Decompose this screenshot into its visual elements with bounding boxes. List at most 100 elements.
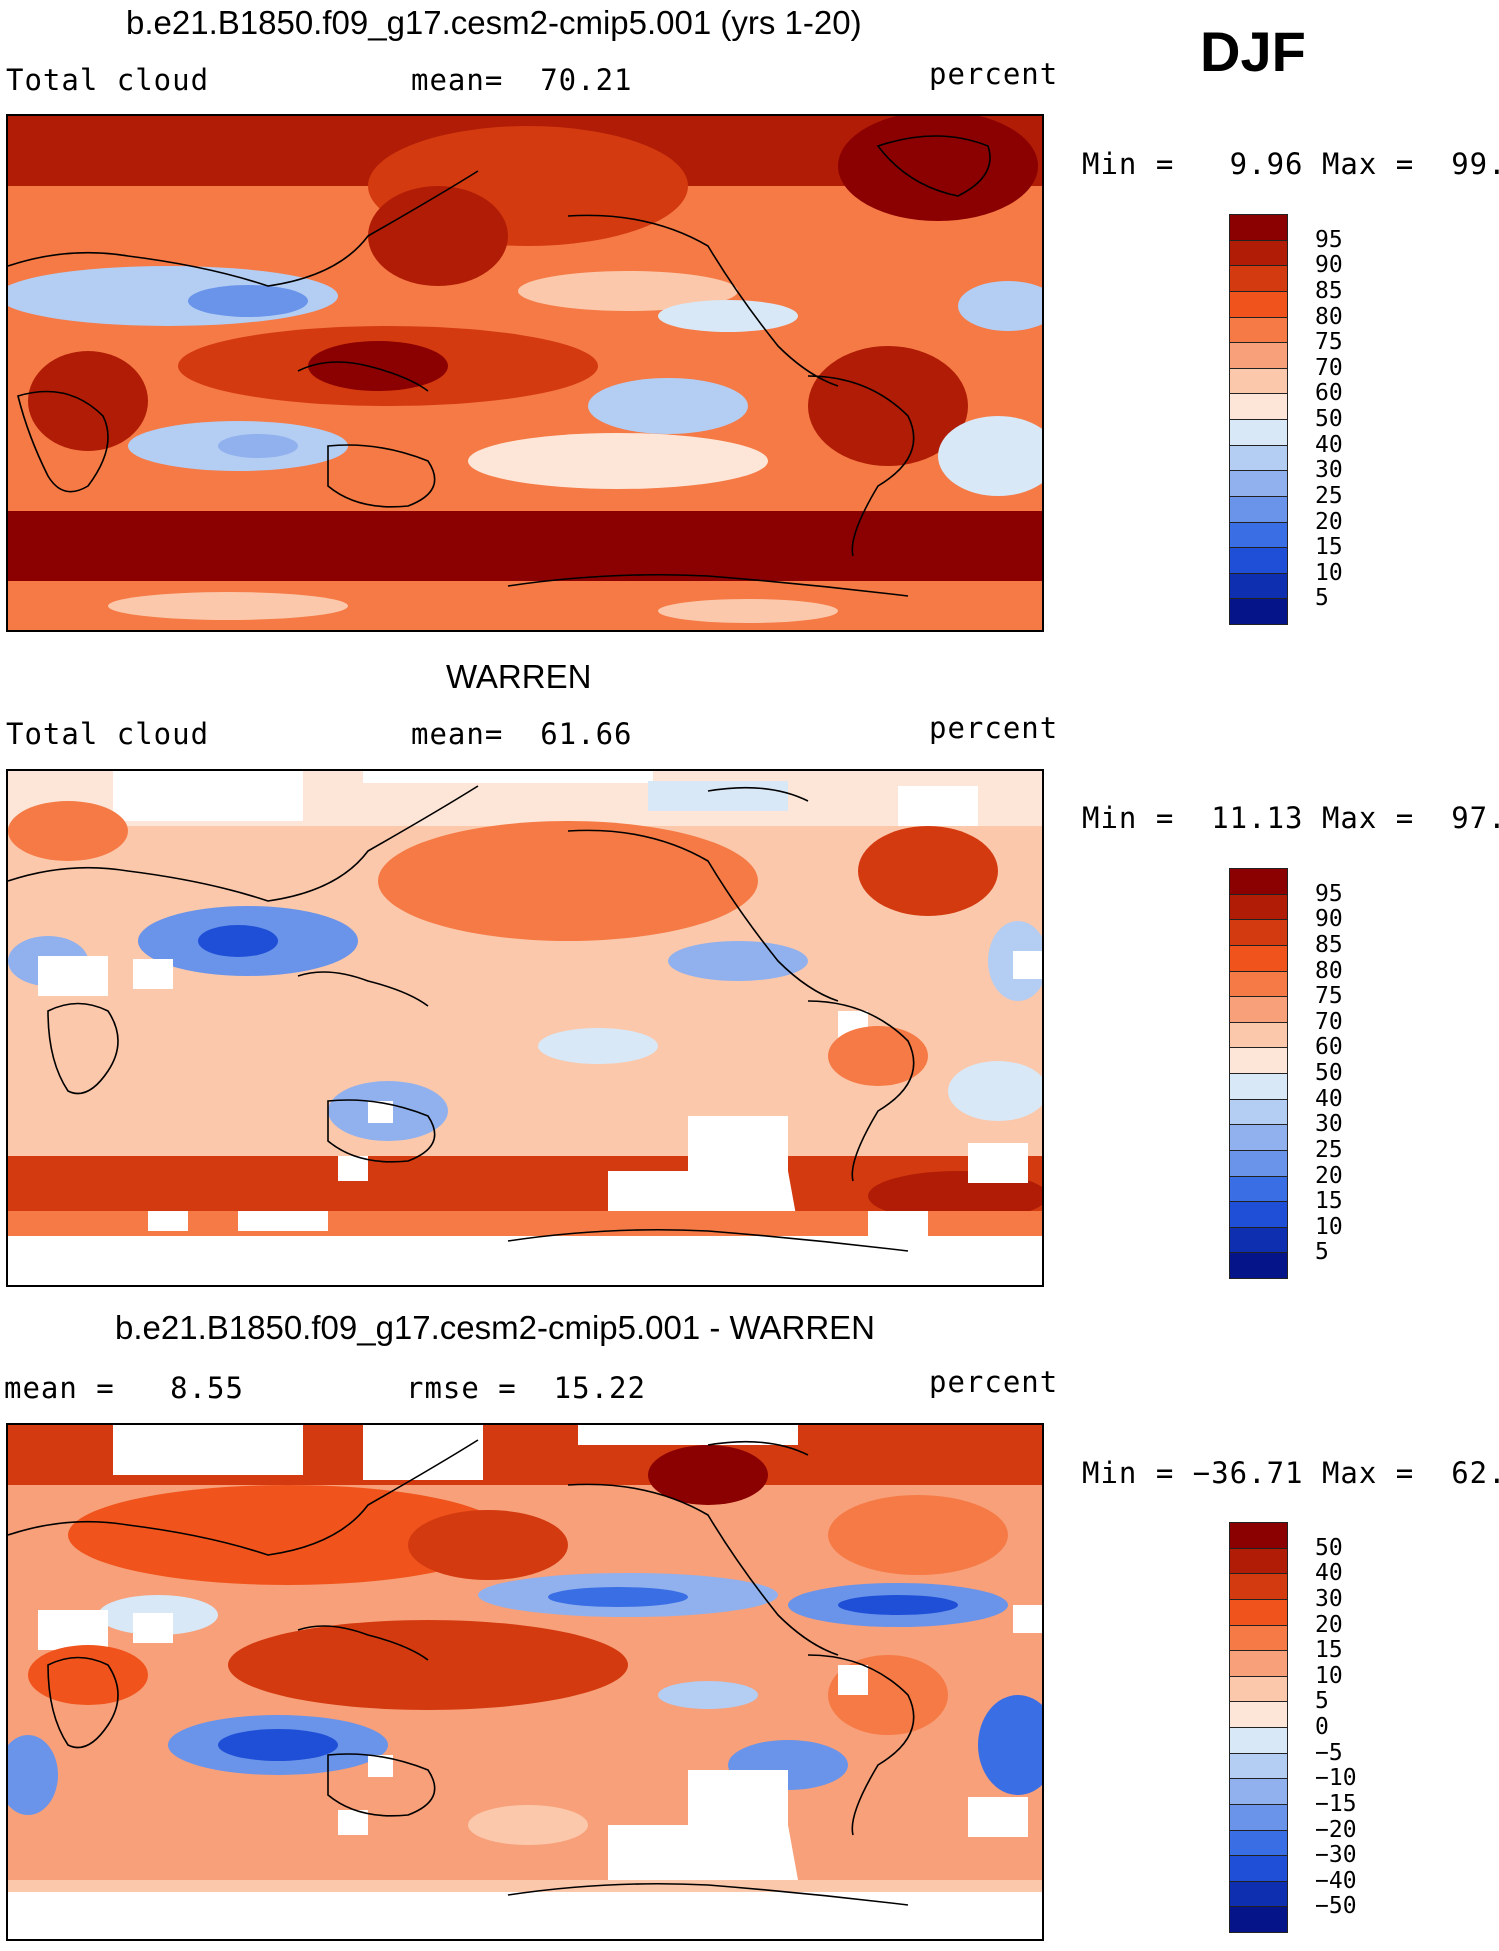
colorbar-tick-label: 15 xyxy=(1315,1188,1343,1215)
colorbar-tick-label: 20 xyxy=(1315,1162,1343,1189)
colorbar-swatch xyxy=(1229,996,1288,1023)
panel-3-colorbar: 50 40 30 20 15 10 5 0 −5 −10 −15 −20 −30 −40 −50 xyxy=(1229,1522,1357,1933)
colorbar-swatch xyxy=(1229,1175,1288,1203)
colorbar-swatch xyxy=(1229,1047,1288,1074)
colorbar-tick-label: 30 xyxy=(1315,457,1343,484)
colorbar-swatch xyxy=(1229,239,1288,267)
colorbar-tick-label: 15 xyxy=(1315,1637,1343,1664)
panel-2-mean-label: mean= 61.66 xyxy=(411,717,633,751)
colorbar-swatch xyxy=(1229,342,1288,369)
panel-1-title: b.e21.B1850.f09_g17.cesm2-cmip5.001 (yrs… xyxy=(126,4,862,41)
colorbar-swatch xyxy=(1229,1547,1288,1575)
colorbar-swatch xyxy=(1229,1855,1288,1882)
colorbar-tick-label: 80 xyxy=(1315,957,1343,984)
panel-2-map-field xyxy=(8,771,1042,1285)
panel-1-map xyxy=(6,114,1044,632)
colorbar-swatch xyxy=(1229,495,1288,523)
panel-1-colorbar: 95 90 85 80 75 70 60 50 40 30 25 20 15 10 5 xyxy=(1229,214,1343,625)
colorbar-tick-label: 25 xyxy=(1315,1136,1343,1163)
colorbar-tick-label: 80 xyxy=(1315,303,1343,330)
panel-2-title: WARREN xyxy=(446,658,592,695)
panel-3-map xyxy=(6,1423,1044,1941)
colorbar-swatch xyxy=(1229,316,1288,344)
colorbar-tick-label: 40 xyxy=(1315,431,1343,458)
colorbar-tick-label: −5 xyxy=(1315,1739,1343,1766)
colorbar-tick-label: 15 xyxy=(1315,534,1343,561)
panel-1-variable-label: Total cloud xyxy=(6,63,210,97)
colorbar-tick-label: 10 xyxy=(1315,559,1343,586)
colorbar-tick-label: 70 xyxy=(1315,354,1343,381)
colorbar-tick-label: 85 xyxy=(1315,931,1343,958)
panel-2-variable-label: Total cloud xyxy=(6,717,210,751)
colorbar-tick-label: 40 xyxy=(1315,1560,1343,1587)
colorbar-swatch xyxy=(1229,1149,1288,1177)
colorbar-swatch xyxy=(1229,521,1288,549)
panel-3-map-field xyxy=(8,1425,1042,1939)
colorbar-tick-label: 50 xyxy=(1315,1060,1343,1086)
colorbar-swatch xyxy=(1229,1829,1288,1857)
colorbar-tick-label: 0 xyxy=(1315,1714,1329,1740)
colorbar-swatch xyxy=(1229,1675,1288,1703)
colorbar-swatch xyxy=(1229,393,1288,420)
colorbar-tick-label: 85 xyxy=(1315,277,1343,304)
colorbar-tick-label: −50 xyxy=(1315,1893,1357,1920)
colorbar-swatch xyxy=(1229,1880,1288,1908)
panel-2-units-label: percent xyxy=(929,711,1059,745)
colorbar-swatch xyxy=(1229,214,1288,241)
colorbar-swatch xyxy=(1229,1778,1288,1805)
colorbar-swatch xyxy=(1229,1727,1288,1754)
colorbar-tick-label: 70 xyxy=(1315,1008,1343,1035)
colorbar-tick-label: 60 xyxy=(1315,1034,1343,1061)
colorbar-swatch xyxy=(1229,970,1288,998)
colorbar-swatch xyxy=(1229,1073,1288,1100)
colorbar-tick-label: 5 xyxy=(1315,585,1329,612)
colorbar-tick-label: 40 xyxy=(1315,1085,1343,1112)
colorbar-tick-label: −30 xyxy=(1315,1842,1357,1869)
colorbar-swatch xyxy=(1229,893,1288,921)
colorbar-swatch xyxy=(1229,919,1288,946)
colorbar-tick-label: 60 xyxy=(1315,380,1343,407)
colorbar-tick-label: 25 xyxy=(1315,482,1343,509)
panel-1-minmax: Min = 9.96 Max = 99.32 xyxy=(1082,147,1499,181)
colorbar-swatch xyxy=(1229,1701,1288,1728)
colorbar-tick-label: 50 xyxy=(1315,406,1343,432)
panel-3-title: b.e21.B1850.f09_g17.cesm2-cmip5.001 - WA… xyxy=(115,1309,875,1346)
colorbar-tick-label: 75 xyxy=(1315,983,1343,1010)
colorbar-tick-label: 10 xyxy=(1315,1213,1343,1240)
colorbar-tick-label: 90 xyxy=(1315,252,1343,279)
colorbar-swatch xyxy=(1229,572,1288,600)
colorbar-tick-label: −20 xyxy=(1315,1816,1357,1843)
colorbar-swatch xyxy=(1229,470,1288,497)
colorbar-swatch xyxy=(1229,1803,1288,1831)
panel-3-rmse-label: rmse = 15.22 xyxy=(406,1371,646,1405)
colorbar-tick-label: 95 xyxy=(1315,880,1343,907)
panel-1-mean-label: mean= 70.21 xyxy=(411,63,633,97)
panel-1-units-label: percent xyxy=(929,57,1059,91)
panel-3-mean-label: mean = 8.55 xyxy=(4,1371,244,1405)
colorbar-swatch xyxy=(1229,367,1288,395)
colorbar-swatch xyxy=(1229,1752,1288,1780)
colorbar-tick-label: −40 xyxy=(1315,1867,1357,1894)
colorbar-swatch xyxy=(1229,1650,1288,1677)
colorbar-swatch xyxy=(1229,1098,1288,1126)
colorbar-tick-label: 5 xyxy=(1315,1239,1329,1266)
colorbar-tick-label: −10 xyxy=(1315,1765,1357,1792)
colorbar-swatch xyxy=(1229,290,1288,318)
colorbar-tick-label: 20 xyxy=(1315,508,1343,535)
colorbar-swatch xyxy=(1229,868,1288,895)
colorbar-swatch xyxy=(1229,265,1288,292)
colorbar-tick-label: 90 xyxy=(1315,906,1343,933)
panel-3-minmax: Min = −36.71 Max = 62.25 xyxy=(1082,1456,1499,1490)
colorbar-tick-label: 30 xyxy=(1315,1111,1343,1138)
colorbar-swatch xyxy=(1229,444,1288,472)
colorbar-swatch xyxy=(1229,1201,1288,1228)
colorbar-swatch xyxy=(1229,419,1288,446)
season-label: DJF xyxy=(1200,20,1306,83)
colorbar-tick-label: 10 xyxy=(1315,1662,1343,1689)
colorbar-swatch xyxy=(1229,1522,1288,1549)
panel-1-map-field xyxy=(8,116,1042,630)
colorbar-swatch xyxy=(1229,1624,1288,1652)
colorbar-tick-label: −15 xyxy=(1315,1790,1357,1817)
colorbar-swatch xyxy=(1229,1226,1288,1254)
colorbar-swatch xyxy=(1229,1598,1288,1626)
